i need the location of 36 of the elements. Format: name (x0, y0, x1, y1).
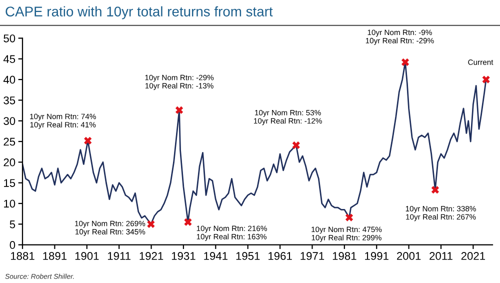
x-tick-label: 1981 (332, 252, 356, 260)
x-tick-label: 1881 (10, 252, 34, 260)
point (84, 136, 92, 144)
x-tick-label: 1921 (140, 252, 164, 260)
x-tick-label: 1971 (300, 252, 324, 260)
point (184, 218, 192, 226)
x-tick-label: 1931 (172, 252, 196, 260)
point (345, 214, 354, 222)
x-tick-label: 2001 (397, 252, 421, 260)
point (175, 106, 184, 114)
point (292, 141, 300, 150)
y-tick-label: 20 (4, 158, 16, 166)
x-tick-label: 1891 (43, 252, 67, 260)
x-tick-label: 1951 (236, 252, 260, 260)
y-tick-label: 30 (4, 117, 16, 125)
point (482, 76, 490, 84)
y-tick-label: 40 (3, 76, 16, 84)
point (147, 220, 155, 228)
x-tick-label: 1941 (204, 252, 228, 260)
y-tick-label: 35 (4, 96, 16, 104)
y-tick-label: 45 (3, 55, 16, 63)
x-tick-label: 2011 (430, 252, 452, 260)
y-tick-label: 50 (4, 34, 16, 42)
point (401, 58, 410, 66)
y-tick-label: 15 (4, 179, 16, 187)
x-tick-label: 1911 (108, 252, 130, 260)
y-tick-label: 5 (10, 220, 16, 228)
x-tick-label: 1961 (268, 252, 292, 260)
x-tick-label: 1991 (365, 252, 388, 260)
point (431, 186, 439, 194)
chart-title: CAPE ratio with 10yr total returns from start (6, 6, 273, 20)
y-tick-label: 25 (4, 138, 16, 146)
x-tick-label: 1901 (75, 252, 99, 260)
y-tick-label: 10 (4, 200, 16, 208)
x-tick-label: 2021 (461, 252, 486, 260)
y-tick-label: 0 (10, 241, 16, 249)
